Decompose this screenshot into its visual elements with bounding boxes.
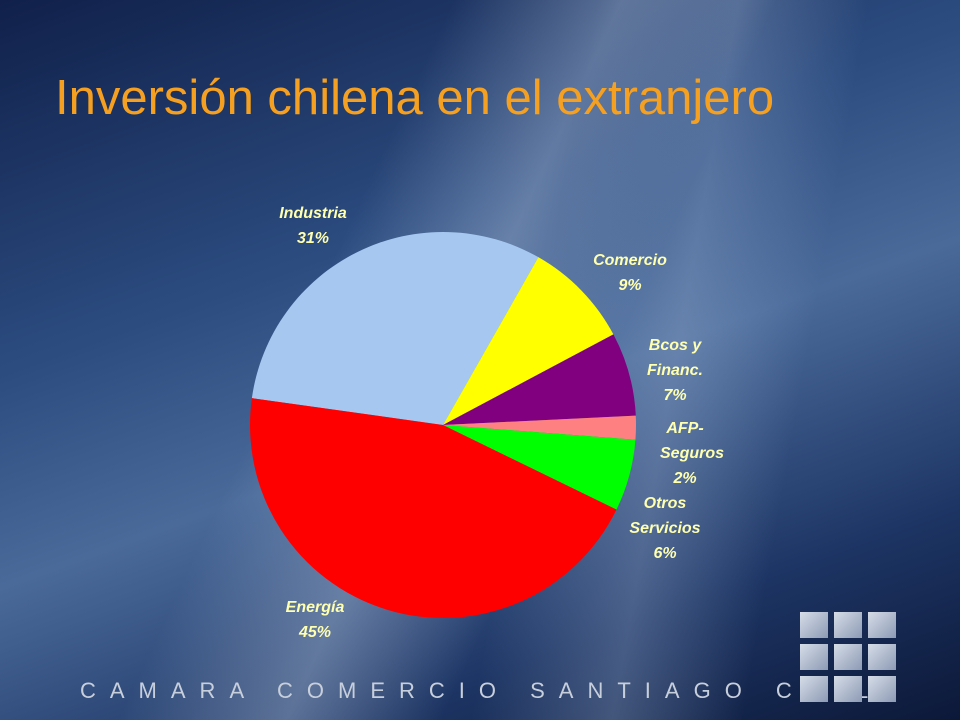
value-label: 7%: [663, 387, 687, 404]
value-label: 45%: [298, 624, 332, 641]
pie-slice: [251, 231, 539, 425]
pie-slice: [250, 398, 617, 618]
value-label: 31%: [296, 230, 330, 247]
slice-label: Otros Servicios 6%: [620, 491, 710, 566]
pie-slice: [443, 334, 636, 425]
pie-slice: [443, 425, 636, 510]
category-label: Comercio: [593, 252, 667, 269]
slice-label: Industria 31%: [268, 201, 358, 251]
slice-label: AFP-Seguros 2%: [660, 416, 725, 491]
category-label: AFP-Seguros: [660, 420, 725, 462]
footer-text: CAMARA COMERCIO SANTIAGO CHILE: [80, 678, 911, 703]
slice-label: Energía 45%: [270, 595, 360, 645]
pie-slice: [443, 415, 637, 440]
category-label: Bcos y Financ.: [646, 337, 703, 379]
slice-label: Bcos y Financ. 7%: [640, 333, 710, 408]
category-label: Industria: [279, 205, 347, 222]
category-label: Otros Servicios: [629, 495, 701, 537]
logo: [800, 612, 896, 702]
value-label: 6%: [653, 545, 677, 562]
category-label: Energía: [285, 599, 345, 616]
value-label: 9%: [618, 277, 642, 294]
slice-label: Comercio 9%: [580, 248, 680, 298]
value-label: 2%: [673, 470, 697, 487]
pie-slice: [443, 257, 614, 425]
chart-title: Inversión chilena en el extranjero: [55, 71, 775, 125]
